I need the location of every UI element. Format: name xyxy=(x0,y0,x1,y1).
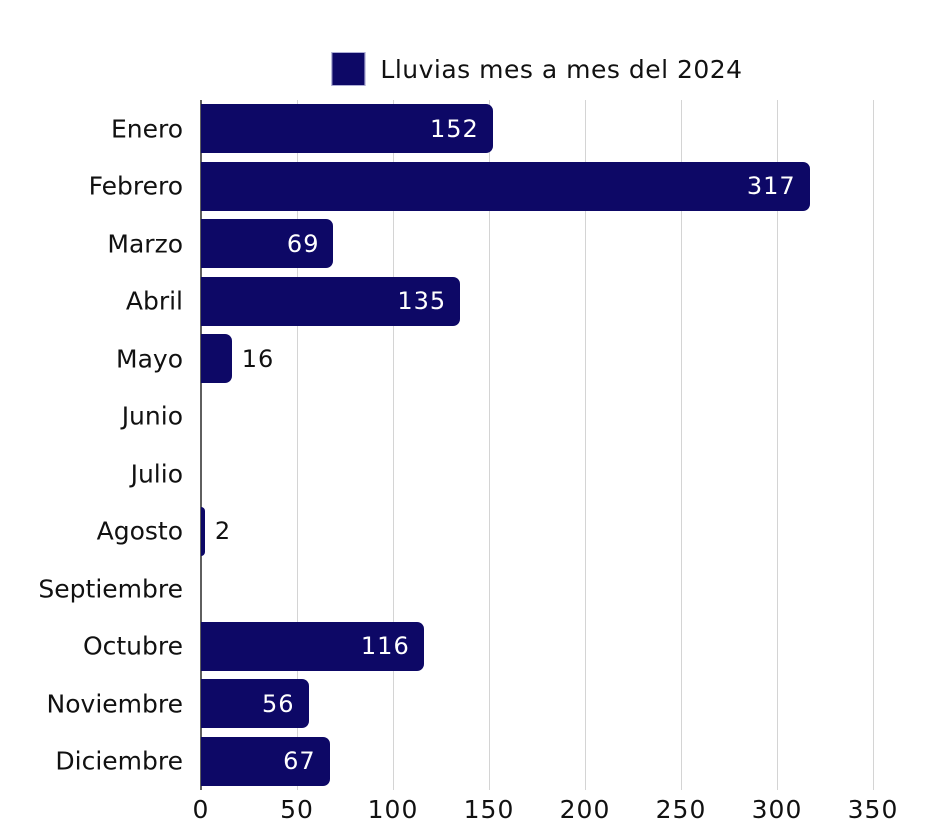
category-label: Noviembre xyxy=(46,689,183,719)
bar-value-label: 67 xyxy=(283,747,316,776)
bar: 67 xyxy=(201,736,330,786)
bar xyxy=(201,506,205,556)
category-label: Enero xyxy=(110,114,183,144)
category-label: Septiembre xyxy=(38,574,183,604)
bar-value-label: 16 xyxy=(241,344,275,373)
category-label: Octubre xyxy=(82,631,183,661)
gridline xyxy=(585,100,586,790)
gridline xyxy=(681,100,682,790)
bar-value-label: 135 xyxy=(397,287,447,316)
bar: 69 xyxy=(201,219,334,269)
x-tick-label: 200 xyxy=(559,795,611,824)
x-tick-label: 350 xyxy=(847,795,899,824)
gridline xyxy=(873,100,874,790)
x-tick-label: 0 xyxy=(192,795,210,824)
legend-label: Lluvias mes a mes del 2024 xyxy=(380,54,743,84)
gridline xyxy=(489,100,490,790)
bar: 135 xyxy=(201,276,461,326)
category-label: Junio xyxy=(121,401,183,431)
bar: 116 xyxy=(201,621,424,671)
gridline xyxy=(393,100,394,790)
bar-value-label: 56 xyxy=(261,689,295,718)
gridline xyxy=(297,100,298,790)
x-tick-label: 50 xyxy=(280,795,314,824)
bar: 152 xyxy=(201,104,493,154)
bar: 56 xyxy=(201,679,309,729)
category-label: Agosto xyxy=(96,516,183,546)
x-tick-label: 100 xyxy=(367,795,419,824)
x-tick-label: 250 xyxy=(655,795,707,824)
category-label: Febrero xyxy=(88,171,183,201)
bar: 317 xyxy=(201,161,810,211)
legend-swatch xyxy=(331,52,366,86)
bar xyxy=(201,334,232,384)
gridline xyxy=(777,100,778,790)
category-label: Abril xyxy=(125,286,183,316)
legend: Lluvias mes a mes del 2024 xyxy=(331,52,742,86)
bar-value-label: 116 xyxy=(360,632,410,661)
category-label: Julio xyxy=(130,459,183,489)
category-label: Mayo xyxy=(116,344,183,374)
x-tick-label: 150 xyxy=(463,795,515,824)
category-label: Marzo xyxy=(107,229,183,259)
bar-value-label: 152 xyxy=(430,114,479,143)
bar-value-label: 2 xyxy=(214,517,232,546)
bar-value-label: 317 xyxy=(746,172,796,201)
y-axis-line xyxy=(200,100,202,790)
x-tick-label: 300 xyxy=(751,795,803,824)
category-label: Diciembre xyxy=(55,746,183,776)
bar-value-label: 69 xyxy=(286,229,320,258)
